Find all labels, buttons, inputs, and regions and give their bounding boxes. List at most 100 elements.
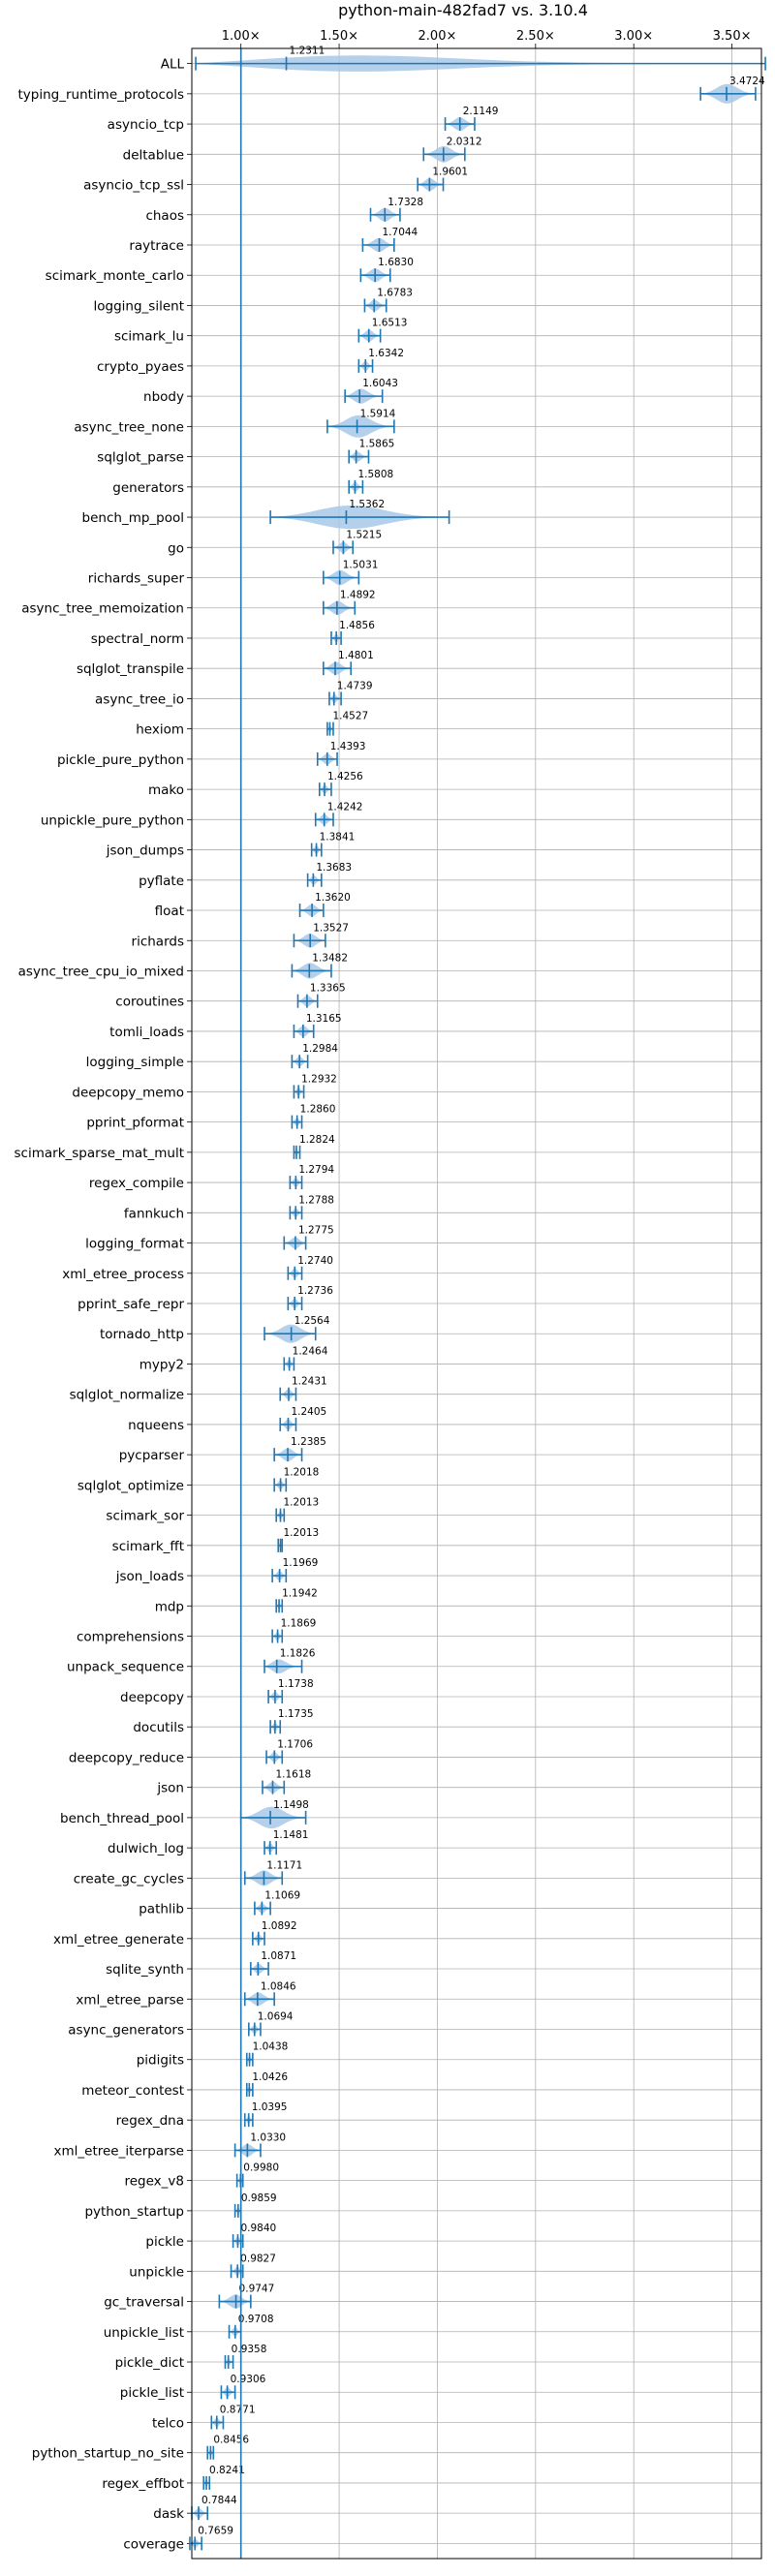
data-label: 1.2775 <box>298 1225 334 1237</box>
benchmark-label: unpickle_list <box>104 2325 184 2341</box>
violin-async_tree_memoization: 1.4892 <box>323 590 376 615</box>
violin-dulwich_log: 1.1481 <box>264 1829 308 1855</box>
violin-deltablue: 2.0312 <box>422 136 482 163</box>
violin-pickle_pure_python: 1.4393 <box>316 741 366 766</box>
violin-json: 1.1618 <box>262 1769 311 1794</box>
benchmark-label: nqueens <box>128 1418 184 1433</box>
violin-dask: 0.7844 <box>191 2495 237 2521</box>
violin-deepcopy_reduce: 1.1706 <box>265 1738 313 1764</box>
violin-mypy2: 1.2464 <box>283 1345 328 1371</box>
violin-bench_mp_pool: 1.5362 <box>269 499 450 530</box>
data-label: 1.0892 <box>262 1920 297 1932</box>
data-label: 1.6342 <box>368 348 404 359</box>
x-tick-label: 2.00× <box>418 29 457 44</box>
benchmark-label: async_tree_none <box>74 419 184 435</box>
violin-richards_super: 1.5031 <box>323 560 379 586</box>
violin-unpickle_pure_python: 1.4242 <box>314 801 362 827</box>
benchmark-label: mako <box>148 782 184 798</box>
data-label: 0.7659 <box>198 2525 233 2536</box>
benchmark-label: regex_compile <box>89 1176 184 1191</box>
data-label: 3.4724 <box>729 76 765 87</box>
data-label: 1.0871 <box>261 1950 296 1962</box>
violin-float: 1.3620 <box>298 892 351 918</box>
data-label: 1.3620 <box>315 892 351 904</box>
benchmark-label: ALL <box>161 57 185 73</box>
violin-pidigits: 1.0438 <box>245 2041 288 2067</box>
chart-title: python-main-482fad7 vs. 3.10.4 <box>338 1 588 19</box>
data-label: 1.6783 <box>377 287 413 298</box>
data-label: 1.1481 <box>273 1829 309 1841</box>
data-label: 2.1149 <box>463 106 499 117</box>
x-tick-label: 1.00× <box>222 29 261 44</box>
benchmark-label: pathlib <box>139 1902 184 1917</box>
data-label: 1.2794 <box>298 1164 334 1176</box>
benchmark-label: pickle_dict <box>115 2355 184 2371</box>
benchmark-label: python_startup <box>84 2204 184 2220</box>
data-label: 1.2984 <box>302 1043 338 1055</box>
benchmark-label: regex_v8 <box>124 2174 184 2190</box>
plot-frame <box>191 47 762 2560</box>
benchmark-label: hexiom <box>136 722 184 738</box>
data-label: 0.8456 <box>213 2435 249 2446</box>
data-label: 0.9859 <box>241 2193 277 2204</box>
violin-fannkuch: 1.2788 <box>289 1194 334 1220</box>
violin-telco: 0.8771 <box>210 2404 256 2430</box>
violin-mdp: 1.1942 <box>275 1587 318 1613</box>
data-label: 1.6043 <box>362 378 398 389</box>
data-label: 1.6513 <box>372 318 408 329</box>
data-label: 1.5031 <box>343 560 379 571</box>
benchmark-label: docutils <box>133 1720 184 1735</box>
benchmark-label: richards <box>132 934 184 949</box>
data-label: 1.4856 <box>339 620 375 631</box>
data-label: 1.1869 <box>281 1618 317 1630</box>
violin-unpickle: 0.9827 <box>230 2253 276 2279</box>
benchmark-label: unpickle_pure_python <box>41 813 184 828</box>
violin-crypto_pyaes: 1.6342 <box>357 348 404 373</box>
data-label: 1.0395 <box>252 2101 288 2113</box>
data-label: 1.1942 <box>282 1587 318 1599</box>
data-label: 1.1969 <box>283 1557 319 1569</box>
benchmark-label: pycparser <box>119 1448 185 1463</box>
violin-richards: 1.3527 <box>293 922 349 948</box>
data-label: 0.9306 <box>231 2374 266 2385</box>
violin-xml_etree_iterparse: 1.0330 <box>233 2131 286 2158</box>
benchmark-label: sqlglot_optimize <box>78 1478 184 1493</box>
violin-async_tree_none: 1.5914 <box>326 408 396 438</box>
benchmark-label: typing_runtime_protocols <box>18 87 185 103</box>
benchmark-label: nbody <box>143 389 184 405</box>
benchmark-label: async_generators <box>68 2022 184 2038</box>
data-label: 1.1706 <box>277 1738 313 1750</box>
violin-meteor_contest: 1.0426 <box>245 2071 288 2097</box>
data-label: 1.5808 <box>357 469 393 480</box>
violin-logging_format: 1.2775 <box>283 1225 334 1250</box>
violin-pickle_dict: 0.9358 <box>224 2344 266 2370</box>
data-label: 1.4801 <box>338 650 374 661</box>
benchmark-label: telco <box>152 2415 184 2431</box>
data-label: 1.2788 <box>298 1194 334 1206</box>
benchmark-label: pickle_pure_python <box>57 752 184 768</box>
violin-logging_silent: 1.6783 <box>363 287 413 313</box>
violin-spectral_norm: 1.4856 <box>330 620 375 645</box>
benchmark-label: comprehensions <box>77 1630 184 1645</box>
benchmark-label: richards_super <box>88 571 185 587</box>
benchmark-label: json_loads <box>115 1569 184 1584</box>
benchmark-label: deltablue <box>123 147 184 163</box>
violin-unpack_sequence: 1.1826 <box>264 1648 316 1673</box>
data-label: 1.2736 <box>297 1285 333 1297</box>
data-label: 1.2431 <box>292 1376 327 1388</box>
benchmark-label: async_tree_cpu_io_mixed <box>18 964 184 979</box>
benchmark-label: mypy2 <box>140 1357 184 1372</box>
x-tick-label: 1.50× <box>320 29 358 44</box>
benchmark-label: json_dumps <box>106 843 184 859</box>
data-label: 1.2018 <box>284 1466 320 1478</box>
benchmark-label: spectral_norm <box>91 631 184 647</box>
data-label: 1.1735 <box>278 1708 314 1720</box>
x-tick-label: 2.50× <box>516 29 555 44</box>
violin-tornado_http: 1.2564 <box>264 1315 330 1343</box>
violin-hexiom: 1.4527 <box>326 711 368 736</box>
data-label: 1.1171 <box>266 1859 302 1871</box>
violin-scimark_lu: 1.6513 <box>357 318 408 343</box>
data-label: 1.1618 <box>275 1769 311 1781</box>
benchmark-label: pprint_safe_repr <box>78 1297 184 1312</box>
